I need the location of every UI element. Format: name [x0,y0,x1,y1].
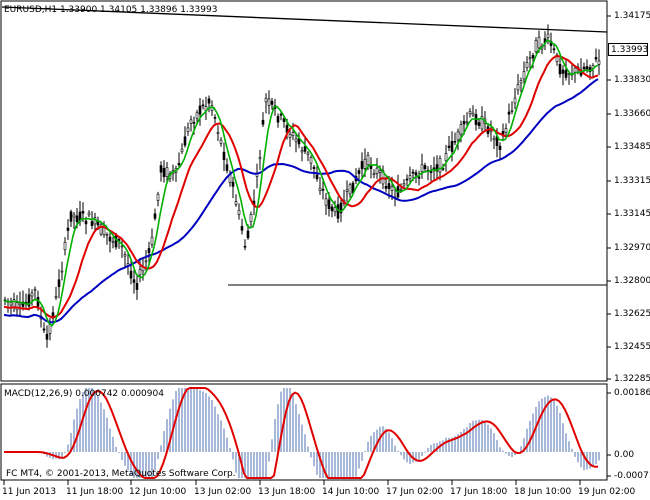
ma-mid-line [3,55,599,319]
copyright-text: FC MT4, © 2001-2013, MetaQuotes Software… [6,469,236,479]
ma-slow-line [3,78,599,324]
time-tick: 11 Jun 18:00 [66,487,124,497]
time-tick: 17 Jun 18:00 [450,487,508,497]
price-tick: 1.32455 [614,342,650,352]
main-panel[interactable] [0,0,608,382]
price-tick: 1.33315 [614,176,650,186]
time-tick: 13 Jun 02:00 [194,487,252,497]
time-tick: 19 Jun 02:00 [578,487,636,497]
price-tick: 1.33830 [614,75,650,85]
price-tick: 1.33485 [614,142,650,152]
candlesticks [3,24,601,348]
ma-fast-line [3,39,599,327]
price-tick: 1.32800 [614,276,650,286]
price-tick: 1.33145 [614,209,650,219]
time-tick: 14 Jun 10:00 [322,487,380,497]
price-tick: 1.32285 [614,374,650,384]
macd-signal-line [4,387,599,479]
time-tick: 12 Jun 10:00 [129,487,187,497]
price-tick: 1.32970 [614,243,650,253]
current-price-label: 1.33993 [608,43,648,56]
macd-tick: 0.00 [614,450,635,460]
time-tick: 11 Jun 2013 [2,487,57,497]
price-tick: 1.34175 [614,11,650,21]
macd-tick: -0.000713 [614,471,650,481]
symbol-header: EURUSD,H1 1.33900 1.34105 1.33896 1.3399… [4,5,218,15]
time-tick: 17 Jun 02:00 [386,487,444,497]
trendline-resistance[interactable] [1,6,608,33]
price-tick: 1.33660 [614,109,650,119]
macd-label: MACD(12,26,9) 0.000742 0.000904 [4,389,164,399]
time-axis-ticks [3,480,581,485]
time-tick: 13 Jun 18:00 [258,487,316,497]
price-axis-ticks [607,15,611,477]
time-tick: 18 Jun 10:00 [514,487,572,497]
macd-tick: 0.001864 [614,388,650,398]
price-tick: 1.32625 [614,309,650,319]
